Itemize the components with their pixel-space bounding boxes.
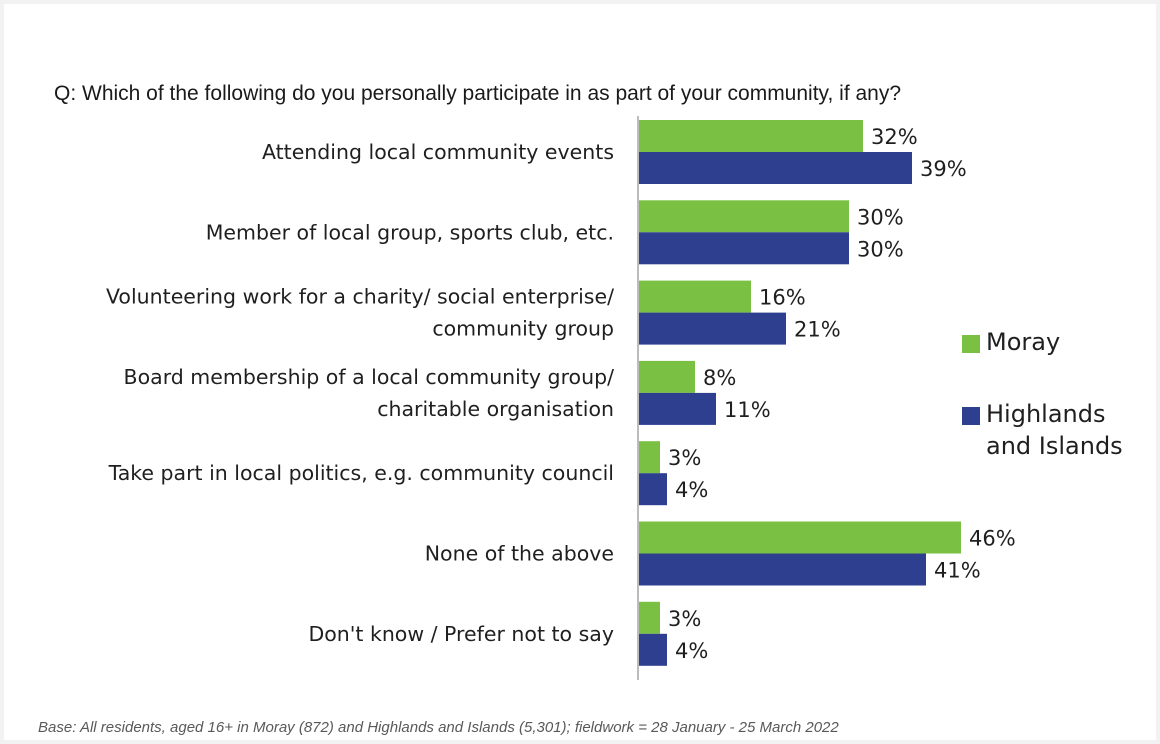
category-label: Attending local community events (262, 140, 614, 164)
category-label: None of the above (425, 542, 614, 566)
legend-swatch (962, 335, 980, 353)
data-label: 30% (857, 205, 904, 229)
bar-chart: Attending local community events 32%39% Me… (106, 116, 1016, 680)
category-label: Don't know / Prefer not to say (308, 622, 614, 646)
data-label: 11% (724, 398, 771, 422)
data-label: 21% (794, 318, 841, 342)
category-label: Take part in local politics, e.g. commun… (108, 461, 614, 485)
bar-highlands (639, 392, 716, 425)
bar-moray (639, 521, 961, 554)
bar-moray (639, 441, 660, 474)
data-label: 3% (668, 607, 701, 631)
bar-moray (639, 120, 863, 152)
data-label: 4% (675, 639, 708, 663)
data-label: 16% (759, 286, 806, 310)
data-label: 3% (668, 446, 701, 470)
data-label: 30% (857, 237, 904, 261)
category-label: Volunteering work for a charity/ social … (106, 285, 614, 341)
category-label: Member of local group, sports club, etc. (206, 220, 614, 244)
data-label: 8% (703, 366, 736, 390)
bar-highlands (639, 152, 912, 184)
bar-highlands (639, 312, 786, 345)
bar-highlands (639, 553, 926, 586)
bar-highlands (639, 473, 667, 506)
bar-moray (639, 360, 695, 393)
legend-item: Highlands and Islands (962, 398, 1136, 462)
chart-frame: Q: Which of the following do you persona… (4, 4, 1156, 740)
bar-highlands (639, 633, 667, 666)
data-label: 46% (969, 527, 1016, 551)
data-label: 4% (675, 478, 708, 502)
data-label: 39% (920, 157, 967, 181)
legend-label: Highlands and Islands (986, 400, 1123, 460)
data-label: 41% (934, 559, 981, 583)
bar-moray (639, 601, 660, 634)
bar-moray (639, 280, 751, 313)
footnote: Base: All residents, aged 16+ in Moray (… (38, 719, 839, 736)
data-label: 32% (871, 125, 918, 149)
bar-moray (639, 200, 849, 233)
question-text: Q: Which of the following do you persona… (54, 82, 902, 105)
category-label: Board membership of a local community gr… (124, 365, 615, 421)
legend-item: Moray (962, 326, 1136, 358)
legend-swatch (962, 407, 980, 425)
bar-highlands (639, 232, 849, 265)
legend-label: Moray (986, 328, 1061, 356)
